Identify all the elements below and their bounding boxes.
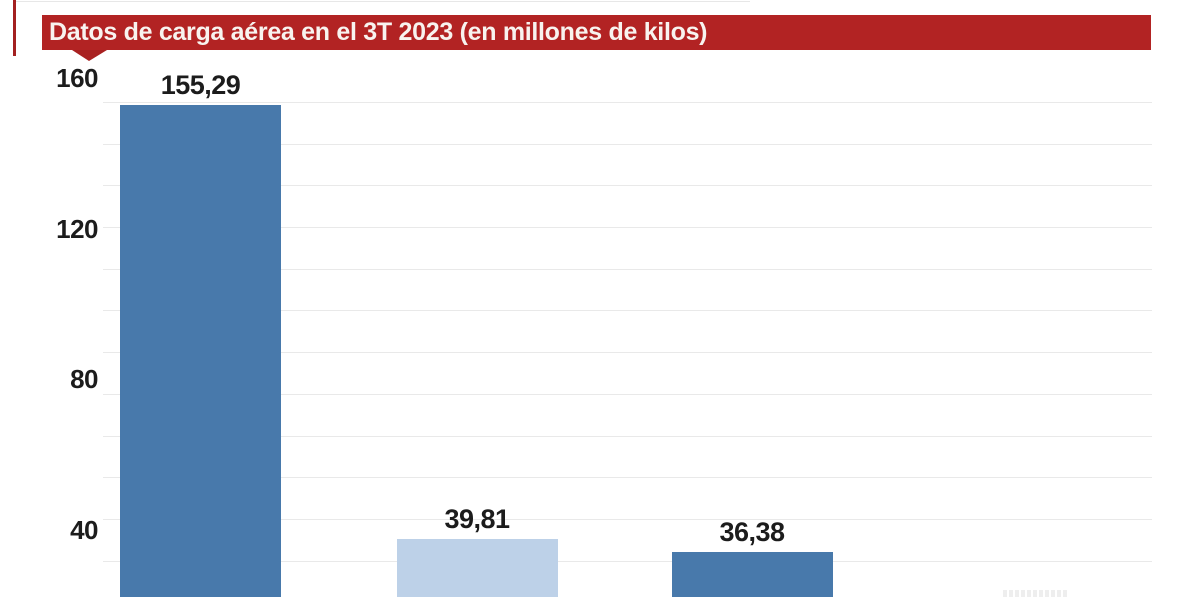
y-axis-tick-label: 40	[70, 514, 98, 545]
gridline	[103, 185, 1152, 187]
title-banner: Datos de carga aérea en el 3T 2023 (en m…	[42, 15, 1151, 50]
gridline	[103, 143, 1152, 145]
gridline	[103, 393, 1152, 395]
gridline	[103, 226, 1152, 228]
gridline	[103, 560, 1152, 562]
gridline	[103, 352, 1152, 354]
y-axis-tick-label: 80	[70, 364, 98, 395]
gridline	[103, 310, 1152, 312]
gridline	[103, 519, 1152, 521]
bar	[396, 539, 558, 597]
y-axis-tick-label: 120	[56, 213, 98, 244]
gridline	[103, 435, 1152, 437]
bar	[120, 104, 281, 597]
bar	[671, 552, 833, 597]
gridline	[103, 101, 1152, 103]
chart-title: Datos de carga aérea en el 3T 2023 (en m…	[49, 18, 708, 46]
gridline	[103, 268, 1152, 270]
bar-value-label: 155,29	[160, 69, 241, 100]
left-red-rule	[13, 0, 16, 56]
y-axis-tick-label: 160	[56, 63, 98, 94]
watermark-fragment	[1003, 590, 1068, 597]
gridline	[103, 477, 1152, 479]
banner-pointer-tail	[72, 50, 107, 61]
top-hairline	[13, 1, 750, 2]
bar-value-label: 36,38	[719, 517, 785, 548]
bar-value-label: 39,81	[444, 504, 510, 535]
